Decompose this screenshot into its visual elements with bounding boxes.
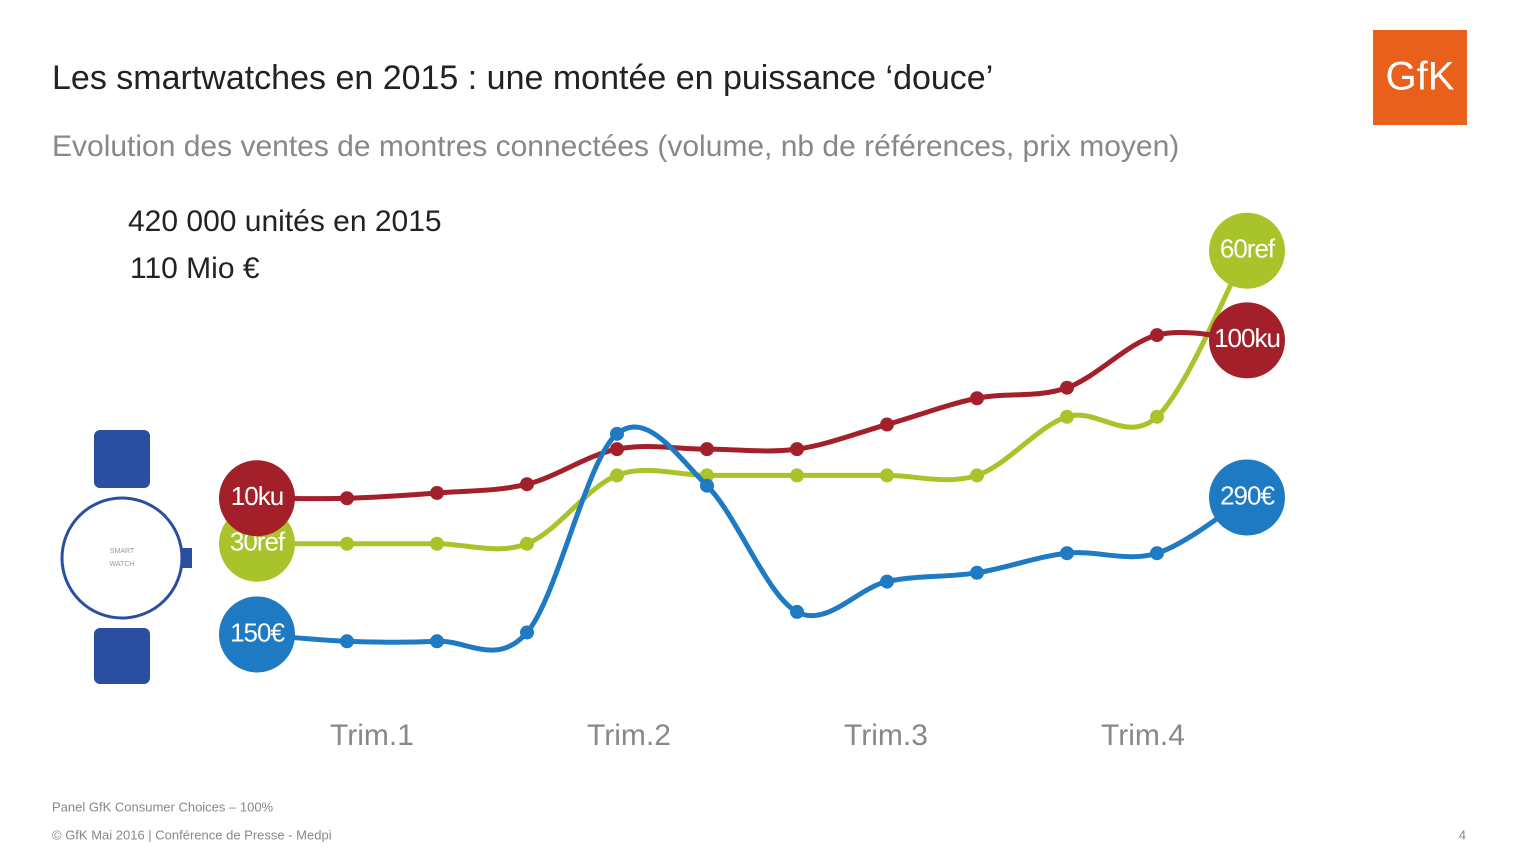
x-tick-label: Trim.3 xyxy=(844,719,928,752)
data-point xyxy=(880,574,894,589)
data-point xyxy=(790,604,804,619)
annotation: 110 Mio € xyxy=(130,252,260,285)
watch-face xyxy=(60,496,184,620)
data-point xyxy=(1150,546,1164,561)
data-label: 60ref xyxy=(1220,234,1276,264)
data-bubble xyxy=(1209,212,1285,289)
watch-text: SMART xyxy=(110,548,135,555)
data-point xyxy=(1150,409,1164,424)
data-point xyxy=(610,442,624,457)
chart-title: Les smartwatches en 2015 : une montée en… xyxy=(52,59,993,97)
footer: © GfK Mai 2016 | Conférence de Presse - … xyxy=(52,827,332,842)
data-label: 10ku xyxy=(231,481,283,511)
logo-box xyxy=(1373,30,1467,125)
watch-crown xyxy=(182,548,192,568)
data-bubble xyxy=(219,596,295,673)
data-point xyxy=(700,478,714,493)
data-point xyxy=(970,468,984,483)
series-line xyxy=(256,249,1250,552)
data-label: 150€ xyxy=(230,617,285,647)
series-line xyxy=(256,424,1249,653)
data-point xyxy=(1150,328,1164,343)
data-point xyxy=(970,391,984,406)
data-point xyxy=(790,468,804,483)
annotation: 420 000 unités en 2015 xyxy=(128,205,442,238)
data-point xyxy=(340,536,354,551)
data-bubble xyxy=(1209,459,1285,536)
data-point xyxy=(340,634,354,649)
footer: Panel GfK Consumer Choices – 100% xyxy=(52,799,274,814)
series: 10ku 100ku xyxy=(219,302,1285,537)
data-point xyxy=(610,426,624,441)
data-label: 100ku xyxy=(1214,323,1280,353)
data-point xyxy=(430,485,444,500)
data-point xyxy=(1060,546,1074,561)
data-point xyxy=(520,625,534,640)
data-bubble xyxy=(1209,302,1285,379)
data-point xyxy=(880,417,894,432)
series: 150€ 290€ xyxy=(219,424,1285,673)
data-point xyxy=(970,565,984,580)
logo: GfK xyxy=(1386,55,1455,99)
data-point xyxy=(700,442,714,457)
x-tick-label: Trim.1 xyxy=(330,719,414,752)
watch-icon: SMART WATCH xyxy=(60,430,192,684)
data-point xyxy=(880,468,894,483)
watch-strap xyxy=(94,430,150,488)
data-point xyxy=(1060,380,1074,395)
series-line xyxy=(256,330,1248,502)
data-bubble xyxy=(219,460,295,537)
data-point xyxy=(430,634,444,649)
x-tick-label: Trim.2 xyxy=(587,719,671,752)
x-tick-label: Trim.4 xyxy=(1101,719,1185,752)
data-point xyxy=(790,442,804,457)
page-number: 4 xyxy=(1459,827,1466,842)
data-point xyxy=(520,477,534,492)
data-point xyxy=(340,491,354,506)
watch-text: WATCH xyxy=(110,561,135,568)
data-point xyxy=(1060,409,1074,424)
data-point xyxy=(610,468,624,483)
data-label: 290€ xyxy=(1220,480,1275,510)
chart-subtitle: Evolution des ventes de montres connecté… xyxy=(52,130,1179,163)
watch-strap xyxy=(94,628,150,684)
data-point xyxy=(430,536,444,551)
data-point xyxy=(520,536,534,551)
